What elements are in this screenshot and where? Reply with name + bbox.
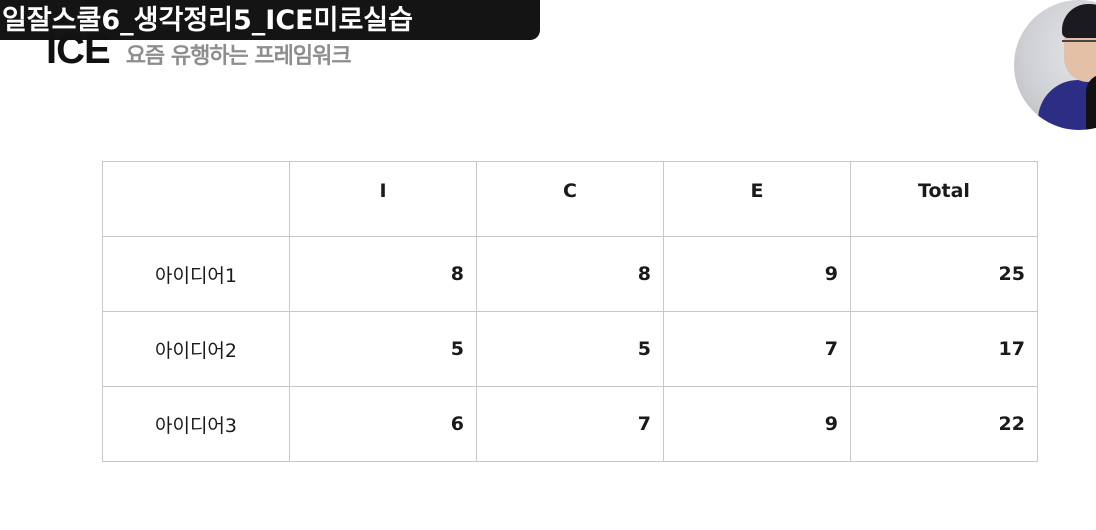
cell-impact: 8 (289, 236, 477, 312)
cell-ease: 9 (663, 386, 851, 462)
table-row: 아이디어3 6 7 9 22 (102, 386, 1038, 462)
row-label: 아이디어2 (102, 311, 290, 387)
header-total: Total (850, 161, 1038, 237)
header-ease: E (663, 161, 851, 237)
cell-total: 17 (850, 311, 1038, 387)
cell-confidence: 8 (476, 236, 664, 312)
slide-title: ICE (46, 28, 111, 72)
cell-confidence: 5 (476, 311, 664, 387)
slide-heading: ICE 요즘 유행하는 프레임워크 (46, 28, 352, 73)
header-confidence: C (476, 161, 664, 237)
cell-confidence: 7 (476, 386, 664, 462)
video-title-overlay: 일잘스쿨6_생각정리5_ICE미로실습 (0, 0, 540, 40)
table-row: 아이디어1 8 8 9 25 (102, 236, 1038, 312)
cell-impact: 5 (289, 311, 477, 387)
cell-total: 22 (850, 386, 1038, 462)
table-header-row: I C E Total (102, 161, 1038, 237)
slide-subtitle: 요즘 유행하는 프레임워크 (125, 44, 352, 69)
header-empty-cell (102, 161, 290, 237)
person-webcam-icon (1014, 0, 1096, 130)
row-label: 아이디어3 (102, 386, 290, 462)
table-row: 아이디어2 5 5 7 17 (102, 311, 1038, 387)
cell-total: 25 (850, 236, 1038, 312)
cell-ease: 9 (663, 236, 851, 312)
video-title-text: 일잘스쿨6_생각정리5_ICE미로실습 (2, 5, 413, 36)
header-impact: I (289, 161, 477, 237)
cell-impact: 6 (289, 386, 477, 462)
ice-score-table: I C E Total 아이디어1 8 8 9 25 아이디어2 5 5 7 1… (102, 161, 1038, 462)
cell-ease: 7 (663, 311, 851, 387)
row-label: 아이디어1 (102, 236, 290, 312)
